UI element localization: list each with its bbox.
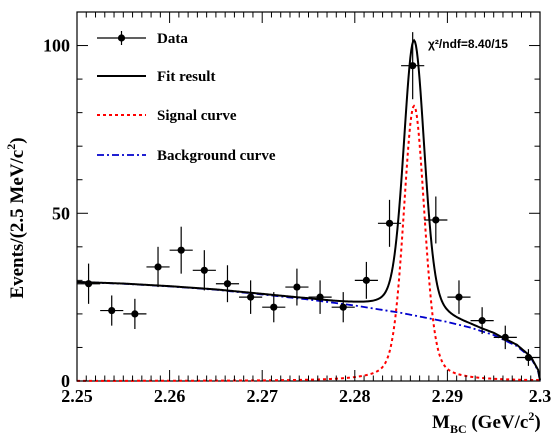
legend-item-fit: Fit result xyxy=(97,69,215,85)
data-point xyxy=(447,280,471,314)
data-marker xyxy=(478,317,486,325)
x-tick-label: 2.26 xyxy=(154,386,186,406)
data-point xyxy=(516,349,540,366)
plot-border xyxy=(76,11,541,382)
x-axis-label-main: M xyxy=(432,412,450,433)
legend-label: Signal curve xyxy=(157,108,237,124)
y-tick-label: 50 xyxy=(52,203,70,223)
data-marker xyxy=(131,310,139,318)
y-axis-label-close: ) xyxy=(7,137,28,143)
x-tick-label: 2.25 xyxy=(61,386,93,406)
chi2-annotation: χ²/ndf=8.40/15 xyxy=(428,37,508,51)
x-axis-label-sup: 2 xyxy=(528,409,534,423)
y-tick-label: 0 xyxy=(61,371,70,391)
data-marker xyxy=(339,303,347,311)
data-marker xyxy=(223,280,232,288)
data-point xyxy=(123,298,147,330)
y-axis-label-sup: 2 xyxy=(4,144,18,150)
x-axis-label-close: ) xyxy=(534,412,540,433)
data-marker xyxy=(362,276,370,284)
data-marker xyxy=(524,353,533,362)
data-point xyxy=(470,307,494,335)
data-point xyxy=(377,199,402,247)
data-marker xyxy=(108,306,116,315)
data-point xyxy=(285,268,309,306)
data-point xyxy=(146,246,170,288)
x-tick-label: 2.27 xyxy=(246,386,278,406)
signal-curve-line xyxy=(77,104,541,382)
data-point xyxy=(215,265,240,303)
legend-item-data: Data xyxy=(97,31,188,47)
x-tick-label: 2.3 xyxy=(529,386,552,406)
x-axis-label-unit: (GeV/c xyxy=(467,412,529,433)
legend-label: Background curve xyxy=(157,148,276,164)
legend-label: Data xyxy=(157,31,188,47)
data-marker xyxy=(293,283,301,291)
data-point xyxy=(77,263,101,304)
data-marker xyxy=(270,303,278,311)
data-marker xyxy=(247,293,255,301)
x-axis-label-sub: BC xyxy=(450,422,467,436)
x-axis-label: MBC (GeV/c2) xyxy=(432,409,541,436)
legend-item-background: Background curve xyxy=(97,148,276,164)
data-marker xyxy=(177,246,185,254)
y-axis-label-main: Events/(2.5 MeV/c xyxy=(7,150,28,299)
data-marker xyxy=(316,293,324,301)
y-tick-label: 100 xyxy=(43,36,70,56)
data-marker xyxy=(501,333,509,341)
data-point xyxy=(401,32,425,100)
data-point xyxy=(169,226,193,274)
data-point xyxy=(354,261,378,299)
data-marker xyxy=(409,62,417,70)
data-point xyxy=(308,280,332,314)
data-point xyxy=(424,196,448,244)
x-tick-label: 2.28 xyxy=(339,386,371,406)
data-point xyxy=(331,292,355,323)
axes: 2.25 2.26 2.27 2.28 2.29 2.3 0 50 100 xyxy=(43,11,552,406)
data-marker xyxy=(432,216,440,224)
legend-label: Fit result xyxy=(157,69,215,85)
data-marker xyxy=(84,280,93,288)
plot-frame xyxy=(76,11,541,382)
data-point xyxy=(100,295,124,326)
data-marker xyxy=(154,263,162,271)
fit-curve-line xyxy=(76,38,541,381)
y-axis-label: Events/(2.5 MeV/c2) xyxy=(4,137,28,298)
data-marker xyxy=(455,293,463,301)
data-point xyxy=(493,325,517,350)
x-tick-label: 2.29 xyxy=(432,386,464,406)
legend: Data Fit result Signal curve Background cur… xyxy=(97,31,276,164)
data-point xyxy=(239,280,263,314)
data-points xyxy=(77,32,540,366)
signal-curve xyxy=(77,104,541,382)
data-marker xyxy=(200,266,208,274)
legend-item-signal: Signal curve xyxy=(97,108,237,124)
data-point xyxy=(262,292,286,323)
data-point xyxy=(192,250,216,291)
data-marker xyxy=(385,219,394,227)
fit-curve xyxy=(76,38,541,381)
legend-data-marker xyxy=(117,34,126,42)
